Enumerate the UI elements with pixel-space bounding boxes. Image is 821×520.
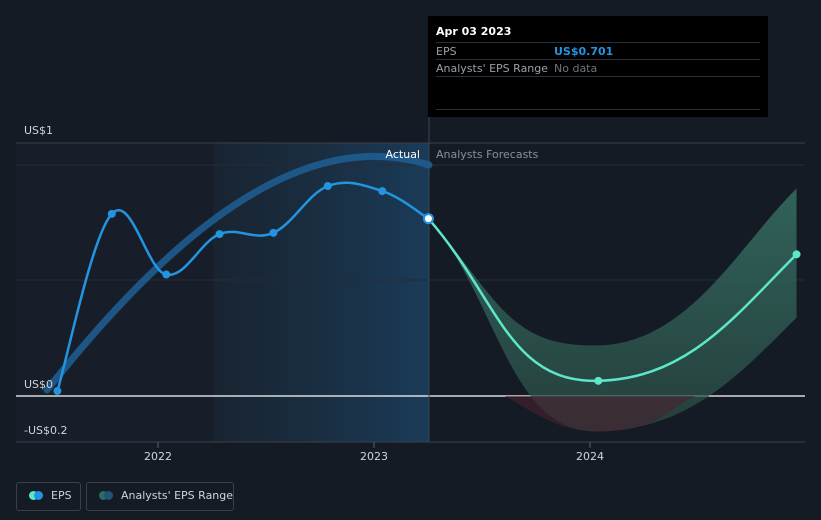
- forecast-label: Analysts Forecasts: [436, 148, 539, 161]
- legend-eps-range[interactable]: Analysts' EPS Range: [86, 482, 234, 511]
- eps-point[interactable]: [269, 228, 278, 237]
- eps-range-negative: [505, 396, 695, 432]
- actual-label: Actual: [386, 148, 420, 161]
- eps-points: [53, 182, 801, 395]
- tooltip-range-row: Analysts' EPS Range No data: [436, 59, 760, 77]
- y-tick-label: US$1: [24, 124, 53, 137]
- eps-point[interactable]: [215, 230, 224, 239]
- eps-point[interactable]: [107, 209, 116, 218]
- legend-eps-label: EPS: [51, 489, 72, 502]
- eps-point[interactable]: [162, 270, 171, 279]
- eps-range-swatch-icon: [99, 491, 113, 501]
- eps-point[interactable]: [53, 386, 62, 395]
- eps-point[interactable]: [378, 187, 387, 196]
- tooltip-range-label: Analysts' EPS Range: [436, 62, 549, 75]
- trend-arc: [43, 152, 433, 394]
- eps-forecast-point[interactable]: [792, 250, 801, 259]
- eps-point[interactable]: [323, 182, 332, 191]
- legend-eps-range-label: Analysts' EPS Range: [121, 489, 234, 502]
- past-shading: [16, 143, 213, 442]
- x-tick-label: 2024: [576, 450, 604, 463]
- tooltip-date: Apr 03 2023: [436, 25, 512, 38]
- legend-eps[interactable]: EPS: [16, 482, 81, 511]
- y-tick-label: -US$0.2: [24, 424, 68, 437]
- eps-highlight-point[interactable]: [422, 213, 434, 225]
- x-tick-label: 2022: [144, 450, 172, 463]
- tooltip-eps-value: US$0.701: [554, 45, 614, 58]
- tooltip: Apr 03 2023 EPS US$0.701 Analysts' EPS R…: [428, 16, 768, 117]
- tooltip-eps-label: EPS: [436, 45, 457, 58]
- tooltip-eps-row: EPS US$0.701: [436, 42, 760, 60]
- eps-forecast-point[interactable]: [594, 376, 603, 385]
- x-tick-label: 2023: [360, 450, 388, 463]
- tooltip-range-value: No data: [554, 62, 598, 75]
- y-tick-label: US$0: [24, 378, 53, 391]
- tooltip-spacer: [436, 76, 760, 110]
- eps-swatch-icon: [29, 491, 43, 501]
- eps-range-band: [428, 188, 797, 432]
- actual-highlight: [213, 143, 429, 442]
